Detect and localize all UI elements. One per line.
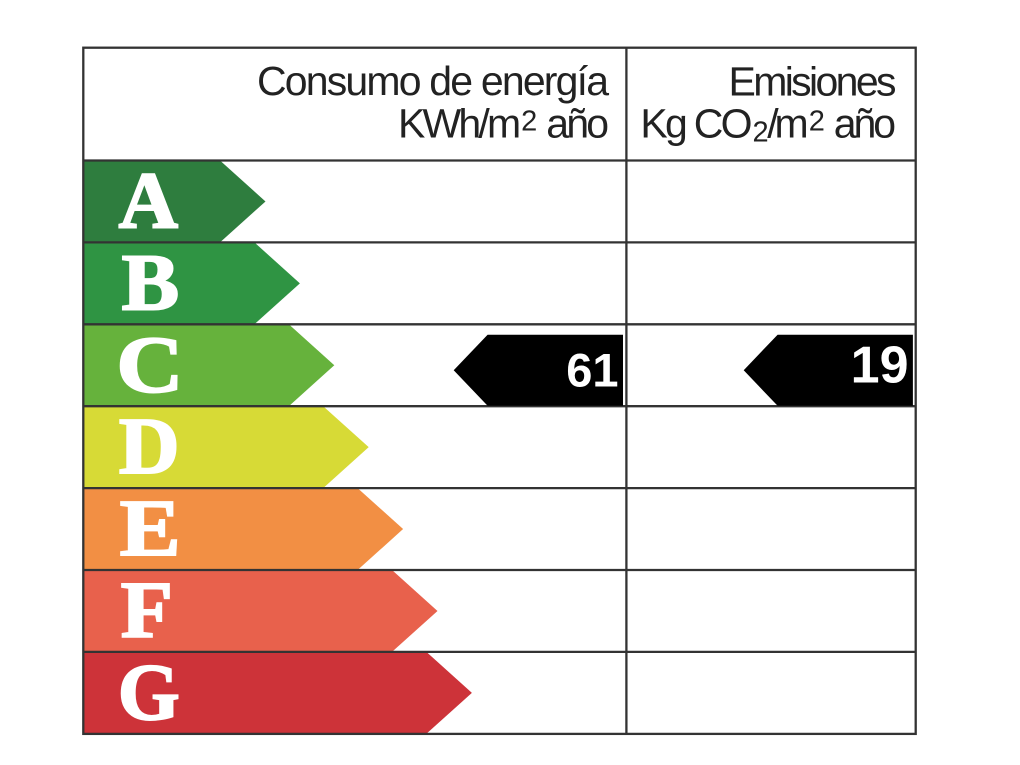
svg-text:KWh/m: KWh/m <box>398 101 521 147</box>
svg-text:/m: /m <box>767 101 809 147</box>
svg-text:C: C <box>116 321 183 409</box>
svg-text:61: 61 <box>566 344 618 397</box>
svg-text:año: año <box>546 101 609 147</box>
svg-text:año: año <box>834 101 896 147</box>
svg-text:Consumo de energía: Consumo de energía <box>257 58 609 104</box>
svg-text:2: 2 <box>809 106 825 138</box>
svg-text:G: G <box>118 649 180 737</box>
svg-text:2: 2 <box>521 106 537 138</box>
svg-text:2: 2 <box>753 117 769 149</box>
svg-text:19: 19 <box>851 337 909 395</box>
svg-text:A: A <box>119 158 179 246</box>
svg-text:D: D <box>119 403 180 491</box>
svg-text:F: F <box>121 567 173 655</box>
svg-text:Kg CO: Kg CO <box>640 101 752 147</box>
svg-text:Emisiones: Emisiones <box>729 58 897 104</box>
svg-text:E: E <box>120 485 181 573</box>
svg-text:B: B <box>122 239 180 327</box>
